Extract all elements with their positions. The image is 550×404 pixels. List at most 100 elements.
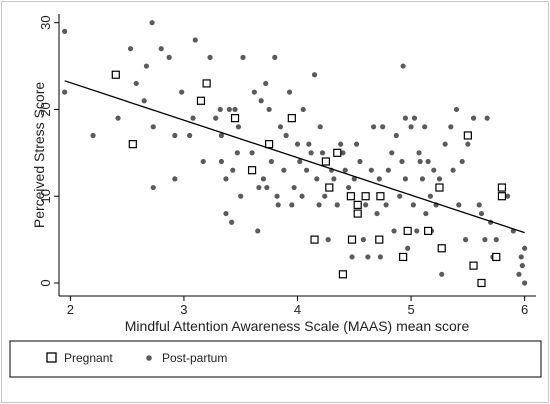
post-partum-point	[143, 63, 150, 69]
post-partum-point	[419, 176, 426, 182]
post-partum-point	[255, 228, 261, 234]
pregnant-point	[435, 183, 444, 192]
legend-marker-post-partum	[146, 355, 152, 361]
post-partum-point	[363, 202, 369, 208]
x-tick-label: 5	[407, 302, 414, 317]
post-partum-point	[400, 63, 406, 69]
post-partum-point	[322, 193, 328, 199]
post-partum-point	[281, 167, 287, 173]
post-partum-point	[299, 193, 305, 199]
pregnant-point	[463, 131, 472, 140]
post-partum-point	[357, 158, 363, 165]
post-partum-point	[150, 184, 156, 191]
post-partum-point	[127, 46, 134, 52]
pregnant-point	[265, 140, 274, 149]
plot-area	[62, 20, 528, 288]
pregnant-point	[128, 140, 137, 149]
post-partum-point	[459, 158, 465, 165]
post-partum-point	[319, 150, 326, 156]
post-partum-point	[115, 115, 121, 121]
post-partum-point	[408, 124, 414, 130]
post-partum-point	[289, 202, 295, 208]
pregnant-point	[346, 192, 355, 201]
pregnant-point	[492, 252, 501, 262]
post-partum-point	[223, 210, 229, 217]
post-partum-point	[340, 150, 346, 156]
post-partum-point	[230, 167, 236, 173]
post-partum-point	[149, 20, 155, 26]
post-partum-point	[450, 167, 456, 173]
post-partum-point	[234, 150, 240, 156]
post-partum-point	[465, 141, 471, 147]
pregnant-point	[247, 166, 257, 175]
post-partum-point	[439, 271, 445, 277]
post-partum-point	[423, 210, 429, 217]
post-partum-point	[346, 184, 352, 191]
post-partum-point	[522, 280, 528, 286]
pregnant-point	[287, 114, 296, 123]
post-partum-point	[385, 167, 391, 173]
post-partum-point	[62, 89, 68, 95]
post-partum-point	[311, 72, 318, 78]
post-partum-point	[402, 176, 408, 182]
pregnant-point	[361, 192, 370, 201]
pregnant-point	[353, 200, 362, 209]
post-partum-point	[260, 176, 267, 182]
post-partum-point	[286, 89, 293, 95]
y-tick-label: 10	[38, 189, 53, 203]
post-partum-point	[505, 193, 511, 199]
post-partum-point	[200, 158, 206, 165]
legend-label-post-partum: Post-partum	[162, 351, 227, 365]
legend-box	[9, 340, 542, 378]
pregnant-point	[437, 244, 446, 253]
post-partum-point	[308, 150, 314, 156]
post-partum-point	[325, 237, 331, 243]
post-partum-point	[187, 132, 193, 139]
pregnant-point	[347, 235, 357, 244]
post-partum-point	[380, 124, 386, 130]
pregnant-point	[353, 209, 362, 218]
post-partum-point	[306, 141, 312, 147]
pregnant-point	[196, 96, 206, 105]
post-partum-point	[365, 254, 371, 260]
post-partum-point	[314, 176, 320, 182]
post-partum-point	[263, 80, 269, 87]
post-partum-point	[414, 228, 420, 234]
legend-label-pregnant: Pregnant	[64, 351, 113, 365]
post-partum-point	[172, 176, 178, 182]
post-partum-point	[334, 202, 340, 208]
axes: 2 3 4 5 6 0 10 20 30	[38, 14, 536, 317]
pregnant-point	[325, 183, 334, 192]
pregnant-point	[403, 226, 412, 236]
post-partum-point	[389, 150, 395, 156]
post-partum-point	[90, 132, 96, 139]
post-partum-point	[192, 37, 198, 43]
post-partum-point	[223, 176, 229, 182]
post-partum-point	[456, 202, 462, 208]
x-tick-label: 2	[67, 302, 74, 317]
post-partum-point	[436, 176, 443, 182]
y-tick-label: 20	[38, 102, 53, 116]
post-partum-point	[316, 202, 322, 208]
pregnant-point	[469, 261, 478, 270]
post-partum-point	[476, 202, 482, 208]
post-partum-point	[518, 254, 524, 260]
post-partum-point	[249, 150, 255, 156]
post-partum-point	[218, 132, 225, 139]
y-tick-label: 30	[38, 15, 53, 29]
post-partum-point	[516, 271, 522, 277]
post-partum-point	[405, 245, 411, 251]
post-partum-point	[258, 98, 264, 104]
x-axis-label: Mindful Attention Awareness Scale (MAAS)…	[125, 318, 470, 334]
post-partum-point	[190, 115, 196, 121]
pregnant-point	[111, 70, 120, 79]
post-partum-point	[383, 202, 389, 208]
post-partum-point	[268, 158, 274, 165]
post-partum-point	[391, 228, 397, 234]
pregnant-point	[376, 192, 385, 201]
fit-line	[64, 80, 525, 234]
post-partum-point	[462, 237, 469, 243]
pregnant-point	[310, 235, 319, 244]
post-partum-point	[235, 124, 242, 130]
